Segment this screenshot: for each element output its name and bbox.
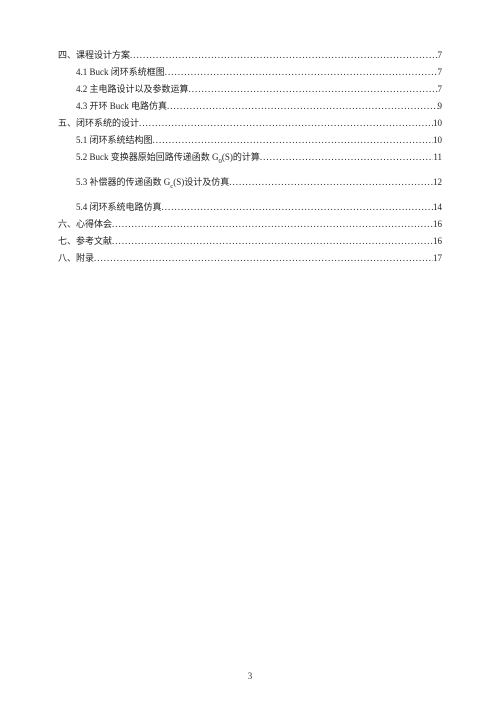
toc-page-number: 7 [438,84,443,94]
toc-label: 六、心得体会 [58,217,112,230]
toc-page-number: 17 [433,253,442,263]
toc-entry: 七、参考文献 16 [58,234,442,247]
toc-leader-dots [162,202,433,212]
toc-label: 5.4 闭环系统电路仿真 [76,200,162,213]
toc-formula: G0(S) [212,152,233,162]
toc-entry: 5.4 闭环系统电路仿真 14 [58,200,442,213]
toc-leader-dots [260,152,433,162]
toc-page-number: 16 [433,236,442,246]
toc-leader-dots [139,118,433,128]
toc-page-number: 10 [433,135,442,145]
toc-label: 5.2 Buck 变换器原始回路传递函数 G0(S)的计算 [76,150,260,165]
toc-entry: 五、闭环系统的设计 10 [58,116,442,129]
toc-leader-dots [153,135,433,145]
toc-label: 4.2 主电路设计以及参数运算 [76,82,189,95]
toc-page-number: 12 [433,177,442,187]
toc-leader-dots [130,50,437,60]
toc-label: 5.1 闭环系统结构图 [76,133,153,146]
page-number: 3 [0,671,500,681]
toc-label: 4.1 Buck 闭环系统框图 [76,65,165,78]
table-of-contents: 四、课程设计方案 74.1 Buck 闭环系统框图 74.2 主电路设计以及参数… [58,48,442,264]
toc-leader-dots [94,253,433,263]
toc-leader-dots [112,236,433,246]
toc-label: 4.3 开环 Buck 电路仿真 [76,99,167,112]
toc-page-number: 9 [438,101,443,111]
toc-leader-dots [112,219,433,229]
toc-label: 八、附录 [58,251,94,264]
toc-page-number: 7 [438,67,443,77]
toc-entry: 4.3 开环 Buck 电路仿真 9 [58,99,442,112]
toc-label: 5.3 补偿器的传递函数 Gc(S)设计及仿真 [76,175,229,190]
toc-entry: 4.2 主电路设计以及参数运算 7 [58,82,442,95]
toc-formula: Gc(S) [164,177,185,187]
toc-page-number: 14 [433,202,442,212]
toc-label: 四、课程设计方案 [58,48,130,61]
toc-entry: 5.3 补偿器的传递函数 Gc(S)设计及仿真 12 [58,175,442,190]
toc-label: 七、参考文献 [58,234,112,247]
page: 四、课程设计方案 74.1 Buck 闭环系统框图 74.2 主电路设计以及参数… [0,0,500,707]
toc-entry: 5.1 闭环系统结构图 10 [58,133,442,146]
toc-leader-dots [229,177,433,187]
toc-entry: 八、附录 17 [58,251,442,264]
toc-leader-dots [165,67,438,77]
toc-page-number: 10 [433,118,442,128]
toc-page-number: 11 [433,152,442,162]
toc-entry: 5.2 Buck 变换器原始回路传递函数 G0(S)的计算 11 [58,150,442,165]
toc-leader-dots [189,84,438,94]
toc-leader-dots [167,101,438,111]
toc-entry: 六、心得体会 16 [58,217,442,230]
toc-label: 五、闭环系统的设计 [58,116,139,129]
toc-page-number: 7 [438,50,443,60]
toc-entry: 四、课程设计方案 7 [58,48,442,61]
toc-entry: 4.1 Buck 闭环系统框图 7 [58,65,442,78]
toc-page-number: 16 [433,219,442,229]
